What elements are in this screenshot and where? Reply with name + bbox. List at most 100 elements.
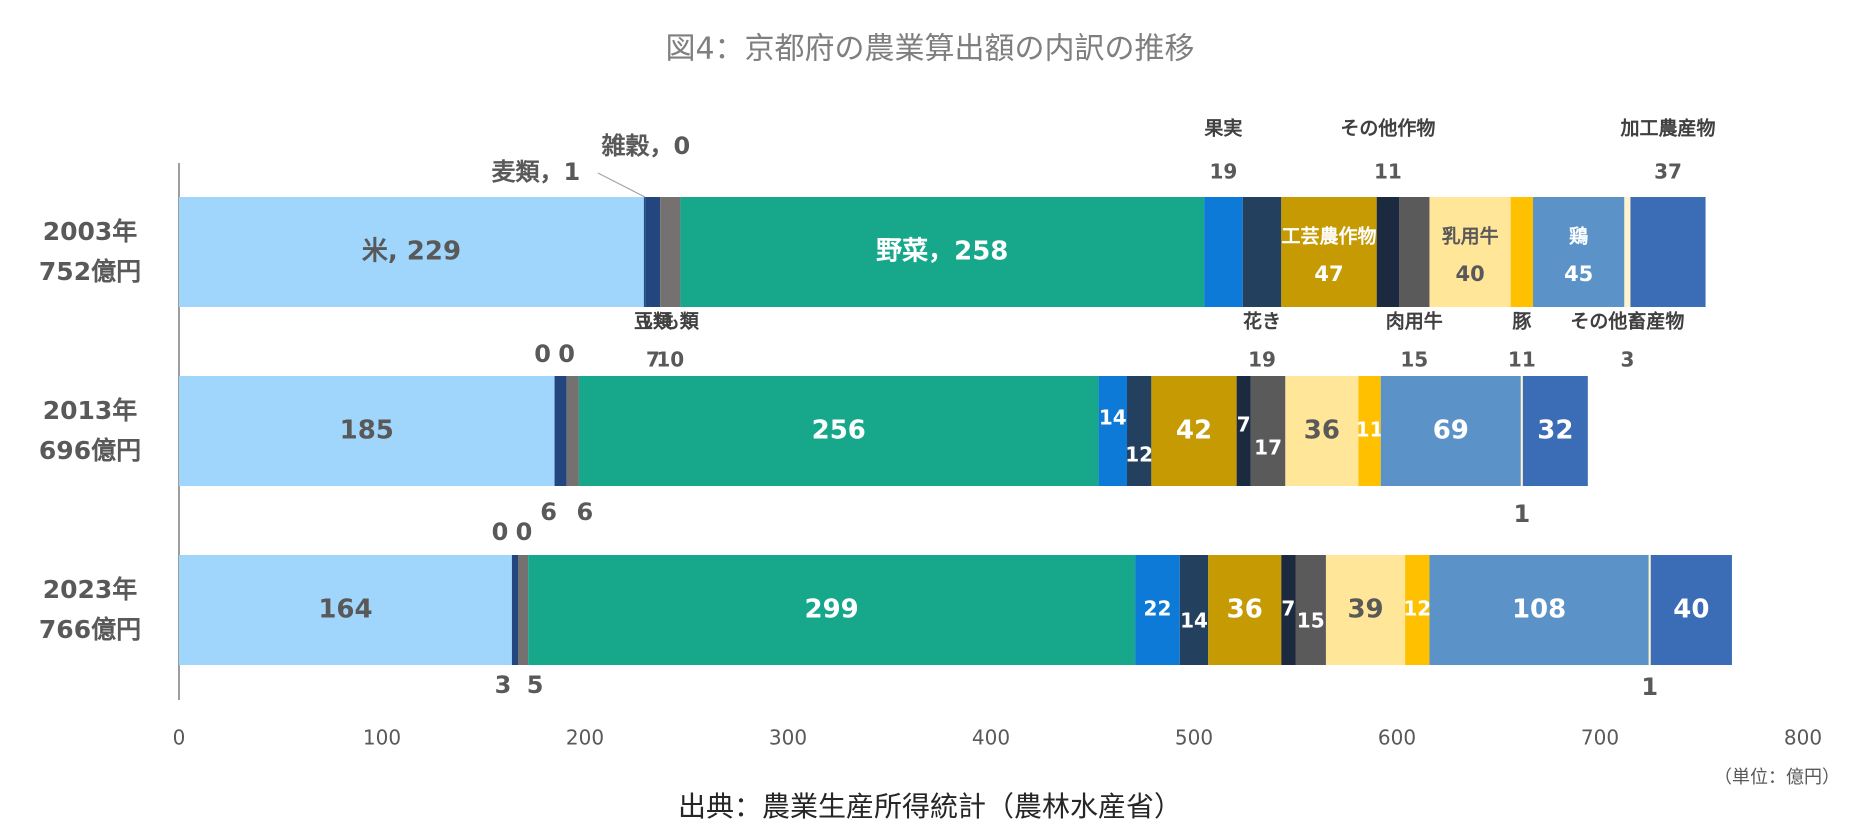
bar-segment: 乳用牛 (1285, 376, 1359, 486)
bar-segment: 米 (179, 197, 644, 307)
leader-line (597, 172, 646, 198)
source: 出典：農業生産所得統計（農林水産省） (678, 790, 1182, 823)
x-tick-label: 0 (173, 726, 186, 750)
series-label: 鶏 (1569, 225, 1588, 248)
bar-segment: その他畜産物 (1648, 555, 1651, 665)
bar-segment: 鶏 (1380, 376, 1521, 486)
data-label: 17 (1254, 436, 1282, 460)
data-label: 40 (1455, 262, 1484, 286)
data-label: 45 (1564, 262, 1593, 286)
category-label: 2013年 696億円 (38, 396, 142, 465)
data-label: 22 (1144, 597, 1172, 621)
data-label: 12 (1403, 597, 1431, 621)
bar-segment: 豆類 (645, 197, 661, 307)
data-label: 108 (1512, 595, 1566, 625)
data-label: 40 (1673, 595, 1709, 625)
data-label: 7 (1281, 597, 1295, 621)
series-label: 工芸農作物 (1281, 225, 1376, 248)
bar-segment: 野菜 (578, 376, 1099, 486)
bar-segment: 花き (1127, 376, 1152, 486)
bar-segment: その他作物 (1236, 376, 1251, 486)
series-label: その他作物 (1340, 117, 1435, 140)
bar-segment: 工芸農作物 (1151, 376, 1237, 486)
bar-segment: いも類 (660, 197, 681, 307)
bar-segment: 肉用牛 (1399, 197, 1430, 307)
chart-title: 図4：京都府の農業算出額の内訳の推移 (665, 32, 1194, 67)
data-label: 野菜，258 (876, 237, 1008, 267)
bar-segment: 肉用牛 (1250, 376, 1286, 486)
data-label: 12 (1125, 443, 1153, 467)
series-label: 乳用牛 (1442, 225, 1499, 248)
bar-segment: 花き (1179, 555, 1209, 665)
data-label: 37 (1654, 160, 1682, 184)
data-label: 14 (1099, 406, 1127, 430)
series-label: 加工農産物 (1619, 117, 1715, 140)
data-label: 米, 229 (362, 237, 461, 267)
category-label: 2003年 752億円 (38, 217, 142, 286)
data-label: 69 (1433, 416, 1469, 446)
bar-segment: 米 (179, 376, 555, 486)
series-label: 豆類 (634, 311, 673, 333)
bar-segment: 乳用牛 (1429, 197, 1511, 307)
data-label: 14 (1180, 609, 1208, 633)
bar-segment: いも類 (518, 555, 529, 665)
x-tick-label: 500 (1175, 726, 1213, 750)
bar-segment: 肉用牛 (1295, 555, 1326, 665)
bar-segment: その他畜産物 (1624, 197, 1631, 307)
x-tick-label: 200 (566, 726, 604, 750)
bar-segment: 果実 (1098, 376, 1128, 486)
series-label: その他畜産物 (1570, 310, 1684, 333)
data-label: 42 (1176, 416, 1212, 446)
data-label: 雑穀，0 (601, 132, 691, 160)
data-label: 1 (1641, 673, 1658, 701)
bar-segment: 豚 (1358, 376, 1381, 486)
x-tick-label: 400 (972, 726, 1010, 750)
bar-segment: 豚 (1510, 197, 1534, 307)
bar-segment: 野菜 (680, 197, 1205, 307)
data-label: 6 (540, 498, 557, 526)
data-label: 11 (1374, 160, 1402, 184)
data-label: 3 (495, 671, 512, 699)
data-label: 麦類，1 (492, 158, 581, 186)
x-tick-label: 800 (1784, 726, 1822, 750)
data-label: 6 (576, 498, 593, 526)
data-label: 7 (1237, 413, 1251, 437)
bar-segment: その他作物 (1376, 197, 1400, 307)
bar-segment: 豚 (1405, 555, 1430, 665)
data-label: 15 (1400, 348, 1428, 372)
data-label: 36 (1304, 416, 1340, 446)
series-label: いも類 (642, 311, 700, 333)
data-label: 0 (558, 340, 575, 368)
data-label: 164 (318, 595, 372, 625)
data-label: 0 (492, 518, 509, 546)
bar-segment: いも類 (566, 376, 579, 486)
data-label: 11 (1356, 418, 1384, 442)
bar-segment: 米 (179, 555, 512, 665)
series-label: 豚 (1512, 311, 1532, 333)
x-tick-label: 700 (1581, 726, 1619, 750)
bar-segment: 豆類 (554, 376, 567, 486)
bar-segment: 豆類 (511, 555, 519, 665)
series-label: 花き (1243, 310, 1281, 333)
data-label: 47 (1314, 262, 1343, 286)
data-label: 36 (1227, 595, 1263, 625)
series-label: 肉用牛 (1386, 310, 1443, 333)
bar-segment: 乳用牛 (1325, 555, 1406, 665)
data-label: 0 (534, 340, 551, 368)
data-label: 19 (1210, 160, 1238, 184)
x-tick-label: 300 (769, 726, 807, 750)
data-label: 11 (1508, 348, 1536, 372)
x-tick-label: 600 (1378, 726, 1416, 750)
data-label: 5 (527, 671, 544, 699)
bar-segment: その他作物 (1281, 555, 1296, 665)
data-label: 32 (1537, 416, 1573, 446)
data-label: 15 (1297, 609, 1325, 633)
data-label: 256 (812, 416, 866, 446)
x-tick-label: 100 (363, 726, 401, 750)
bar-segment: 麦類 (643, 197, 646, 307)
bar-segment: 鶏 (1533, 197, 1625, 307)
series-label: 果実 (1203, 117, 1242, 140)
bar-segment: 工芸農作物 (1208, 555, 1282, 665)
